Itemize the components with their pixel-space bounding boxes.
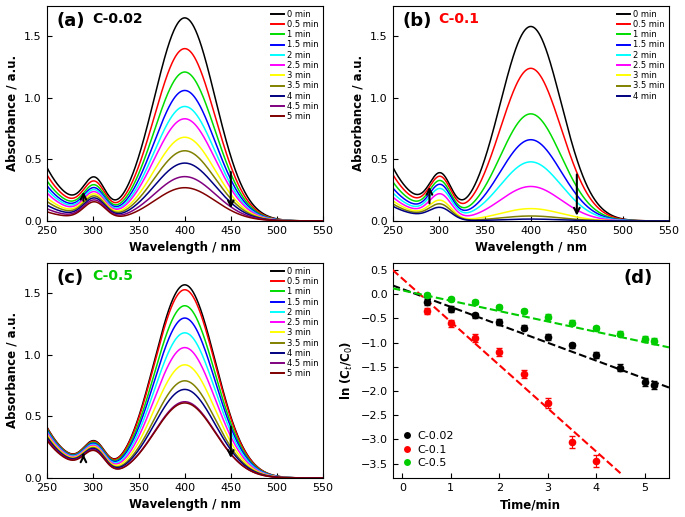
Text: C-0.5: C-0.5 [92, 269, 133, 283]
Text: (a): (a) [56, 12, 85, 30]
X-axis label: Wavelength / nm: Wavelength / nm [129, 241, 240, 254]
Text: (d): (d) [623, 269, 652, 287]
Y-axis label: ln (C$_t$/C$_0$): ln (C$_t$/C$_0$) [339, 341, 355, 400]
Text: (c): (c) [56, 269, 84, 287]
Text: (b): (b) [402, 12, 432, 30]
Y-axis label: Absorbance / a.u.: Absorbance / a.u. [5, 312, 18, 429]
Legend: 0 min, 0.5 min, 1 min, 1.5 min, 2 min, 2.5 min, 3 min, 3.5 min, 4 min: 0 min, 0.5 min, 1 min, 1.5 min, 2 min, 2… [616, 8, 667, 102]
X-axis label: Wavelength / nm: Wavelength / nm [129, 498, 240, 511]
X-axis label: Time/min: Time/min [500, 498, 561, 511]
Y-axis label: Absorbance / a.u.: Absorbance / a.u. [5, 55, 18, 171]
Legend: 0 min, 0.5 min, 1 min, 1.5 min, 2 min, 2.5 min, 3 min, 3.5 min, 4 min, 4.5 min, : 0 min, 0.5 min, 1 min, 1.5 min, 2 min, 2… [269, 265, 321, 380]
Legend: 0 min, 0.5 min, 1 min, 1.5 min, 2 min, 2.5 min, 3 min, 3.5 min, 4 min, 4.5 min, : 0 min, 0.5 min, 1 min, 1.5 min, 2 min, 2… [269, 8, 321, 123]
X-axis label: Wavelength / nm: Wavelength / nm [475, 241, 587, 254]
Legend: C-0.02, C-0.1, C-0.5: C-0.02, C-0.1, C-0.5 [398, 427, 458, 473]
Text: C-0.02: C-0.02 [92, 12, 142, 26]
Text: C-0.1: C-0.1 [438, 12, 480, 26]
Y-axis label: Absorbance / a.u.: Absorbance / a.u. [351, 55, 364, 171]
